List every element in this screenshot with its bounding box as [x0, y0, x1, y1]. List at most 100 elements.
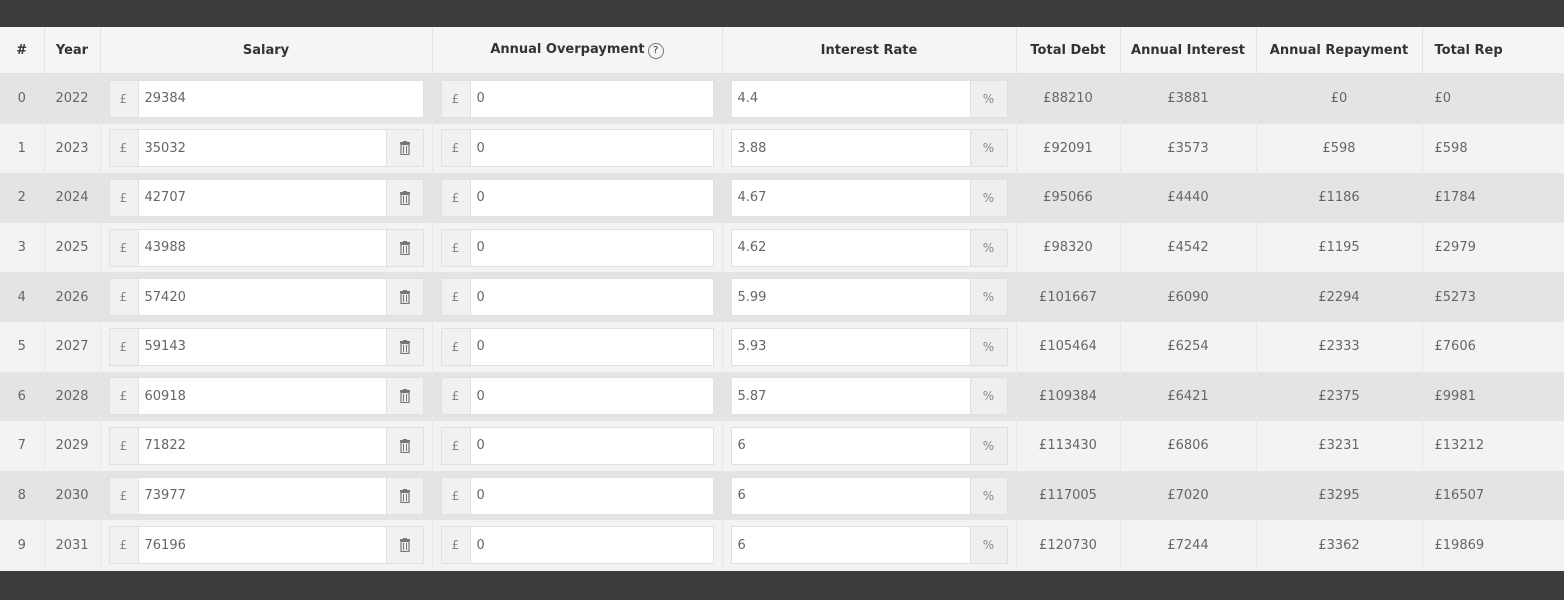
interest-rate-cell: 5.99 % [722, 272, 1017, 322]
delete-row-button[interactable] [385, 427, 423, 464]
salary-input[interactable]: 71822 [144, 438, 186, 454]
annual-interest-value: £6254 [1120, 321, 1257, 372]
interest-rate-input[interactable]: 4.4 [737, 91, 759, 107]
row-year: 2023 [44, 123, 101, 174]
interest-rate-input[interactable]: 6 [737, 537, 746, 553]
salary-input[interactable]: 57420 [144, 289, 186, 305]
total-repaid-value: £13212 [1422, 421, 1564, 471]
overpayment-input[interactable]: 0 [476, 289, 485, 305]
annual-interest-value: £7244 [1120, 520, 1257, 570]
percent-suffix: % [969, 477, 1007, 514]
delete-row-button[interactable] [385, 279, 423, 316]
interest-rate-input[interactable]: 5.87 [737, 388, 767, 404]
interest-rate-cell: 6 % [722, 520, 1017, 570]
overpayment-input[interactable]: 0 [476, 240, 485, 256]
total-debt-value: £98320 [1016, 222, 1121, 273]
overpayment-cell: £ 0 [432, 371, 723, 422]
interest-rate-cell: 5.87 % [722, 371, 1017, 422]
currency-prefix: £ [441, 130, 471, 167]
salary-input[interactable]: 60918 [144, 388, 186, 404]
interest-rate-input-group: 4.4 % [730, 79, 1008, 118]
salary-input[interactable]: 76196 [144, 537, 186, 553]
interest-rate-cell: 3.88 % [722, 123, 1017, 174]
overpayment-input[interactable]: 0 [476, 91, 485, 107]
salary-cell: £ 42707 [100, 173, 433, 223]
salary-input-group: £ 42707 [108, 178, 424, 217]
salary-cell: £ 29384 [100, 73, 433, 124]
percent-suffix: % [969, 130, 1007, 167]
salary-input[interactable]: 43988 [144, 240, 186, 256]
annual-repayment-value: £3295 [1256, 470, 1423, 521]
delete-row-button[interactable] [385, 229, 423, 266]
total-debt-value: £105464 [1016, 321, 1121, 372]
help-icon[interactable]: ? [647, 42, 664, 59]
trash-icon [399, 190, 410, 205]
row-index: 7 [0, 421, 45, 471]
annual-repayment-value: £598 [1256, 123, 1423, 174]
total-repaid-value: £598 [1422, 123, 1564, 174]
total-repaid-value: £2979 [1422, 222, 1564, 273]
overpayment-cell: £ 0 [432, 272, 723, 322]
salary-input[interactable]: 73977 [144, 488, 186, 504]
delete-row-button[interactable] [385, 179, 423, 216]
annual-interest-value: £4440 [1120, 173, 1257, 223]
currency-prefix: £ [441, 477, 471, 514]
delete-row-button[interactable] [385, 527, 423, 564]
currency-prefix: £ [109, 229, 139, 266]
salary-input[interactable]: 35032 [144, 140, 186, 156]
delete-row-button[interactable] [385, 378, 423, 415]
overpayment-input-group: £ 0 [440, 278, 714, 317]
interest-rate-input[interactable]: 6 [737, 488, 746, 504]
overpayment-cell: £ 0 [432, 123, 723, 174]
currency-prefix: £ [441, 279, 471, 316]
delete-row-button[interactable] [385, 328, 423, 365]
overpayment-input[interactable]: 0 [476, 339, 485, 355]
row-year: 2025 [44, 222, 101, 273]
interest-rate-input[interactable]: 3.88 [737, 140, 767, 156]
percent-suffix: % [969, 328, 1007, 365]
total-repaid-value: £0 [1422, 73, 1564, 124]
overpayment-input-group: £ 0 [440, 377, 714, 416]
interest-rate-input-group: 3.88 % [730, 129, 1008, 168]
column-header-total-debt: Total Debt [1016, 27, 1121, 74]
percent-suffix: % [969, 378, 1007, 415]
salary-cell: £ 60918 [100, 371, 433, 422]
column-header-total-repaid: Total Rep [1422, 27, 1564, 74]
annual-repayment-value: £1195 [1256, 222, 1423, 273]
percent-suffix: % [969, 229, 1007, 266]
currency-prefix: £ [441, 179, 471, 216]
column-header-overpayment: Annual Overpayment? [432, 27, 723, 74]
salary-cell: £ 57420 [100, 272, 433, 322]
interest-rate-input[interactable]: 5.99 [737, 289, 767, 305]
table-row: 7 2029 £ 71822 £ 0 [0, 421, 1564, 471]
percent-suffix: % [969, 427, 1007, 464]
currency-prefix: £ [109, 130, 139, 167]
overpayment-header-label: Annual Overpayment [490, 41, 645, 57]
row-index: 2 [0, 173, 45, 223]
trash-icon [399, 488, 410, 503]
overpayment-input[interactable]: 0 [476, 438, 485, 454]
salary-input[interactable]: 59143 [144, 339, 186, 355]
salary-input[interactable]: 29384 [144, 91, 186, 107]
overpayment-input[interactable]: 0 [476, 537, 485, 553]
overpayment-input[interactable]: 0 [476, 140, 485, 156]
interest-rate-input[interactable]: 4.67 [737, 190, 767, 206]
total-debt-value: £120730 [1016, 520, 1121, 570]
overpayment-cell: £ 0 [432, 421, 723, 471]
delete-row-button[interactable] [385, 130, 423, 167]
overpayment-input[interactable]: 0 [476, 190, 485, 206]
interest-rate-input[interactable]: 4.62 [737, 240, 767, 256]
salary-input[interactable]: 42707 [144, 190, 186, 206]
interest-rate-input-group: 4.67 % [730, 178, 1008, 217]
interest-rate-cell: 4.4 % [722, 73, 1017, 124]
trash-icon [399, 438, 410, 453]
column-header-year: Year [44, 27, 101, 74]
interest-rate-input[interactable]: 6 [737, 438, 746, 454]
interest-rate-input[interactable]: 5.93 [737, 339, 767, 355]
delete-row-button[interactable] [385, 477, 423, 514]
row-year: 2026 [44, 272, 101, 322]
salary-cell: £ 71822 [100, 421, 433, 471]
overpayment-input[interactable]: 0 [476, 488, 485, 504]
overpayment-input[interactable]: 0 [476, 388, 485, 404]
salary-cell: £ 35032 [100, 123, 433, 174]
